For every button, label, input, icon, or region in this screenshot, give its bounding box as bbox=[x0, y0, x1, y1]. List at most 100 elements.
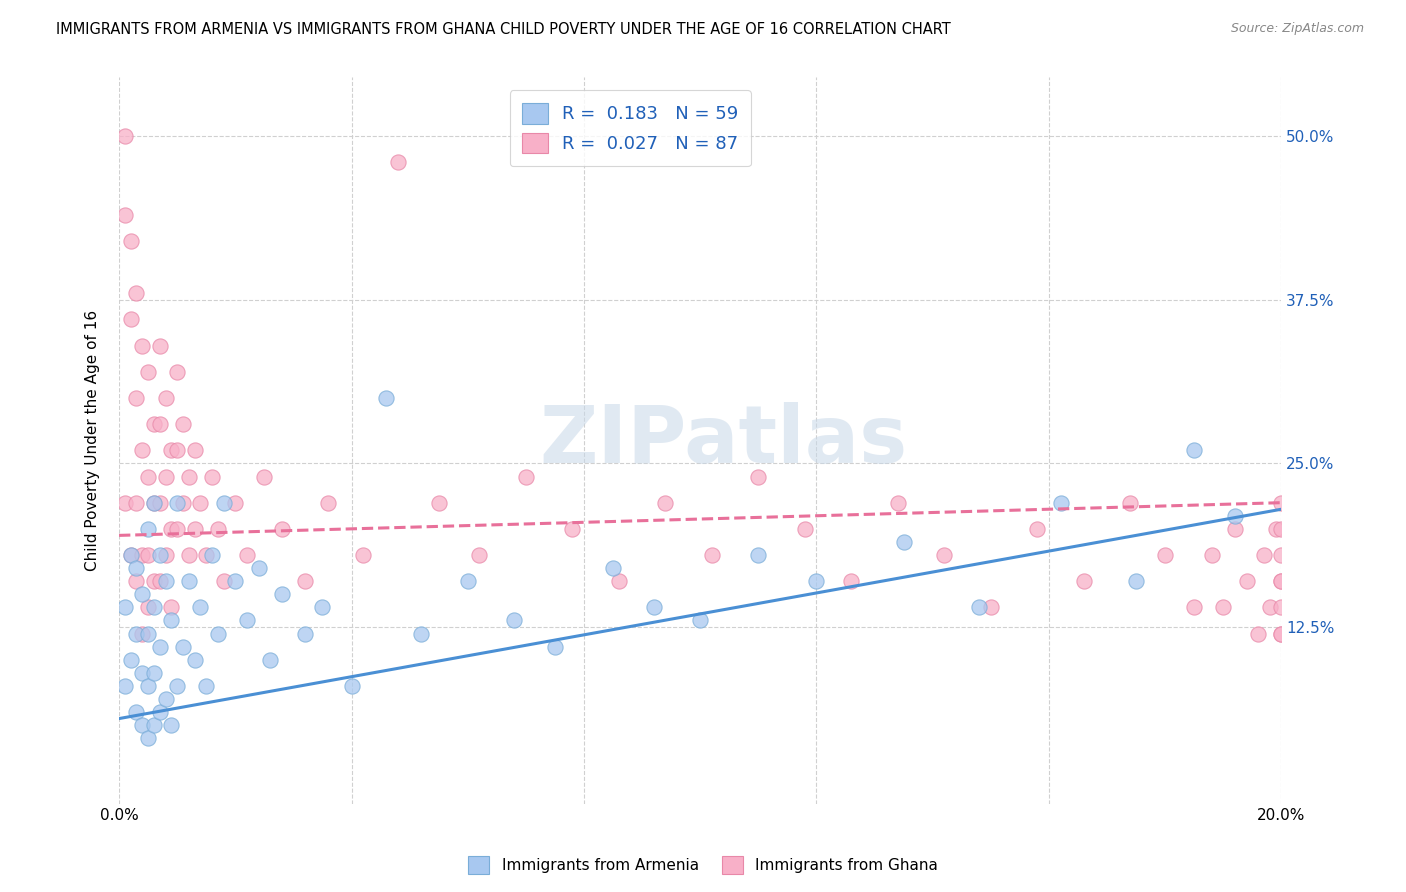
Point bbox=[142, 665, 165, 680]
Point bbox=[1119, 496, 1142, 510]
Point bbox=[155, 692, 177, 706]
Point bbox=[114, 129, 136, 144]
Point bbox=[131, 443, 153, 458]
Point bbox=[149, 339, 172, 353]
Point bbox=[131, 339, 153, 353]
Point bbox=[183, 443, 205, 458]
Point bbox=[934, 548, 956, 562]
Point bbox=[131, 665, 153, 680]
Point bbox=[136, 626, 159, 640]
Point bbox=[1236, 574, 1258, 589]
Point bbox=[1270, 548, 1292, 562]
Point bbox=[643, 600, 665, 615]
Point bbox=[136, 731, 159, 746]
Point bbox=[160, 522, 183, 536]
Point bbox=[294, 626, 316, 640]
Point bbox=[172, 640, 194, 654]
Point bbox=[503, 614, 526, 628]
Y-axis label: Child Poverty Under the Age of 16: Child Poverty Under the Age of 16 bbox=[86, 310, 100, 571]
Point bbox=[201, 469, 224, 483]
Point bbox=[747, 548, 769, 562]
Point bbox=[1154, 548, 1177, 562]
Point bbox=[190, 496, 212, 510]
Point bbox=[561, 522, 583, 536]
Point bbox=[294, 574, 316, 589]
Point bbox=[316, 496, 339, 510]
Point bbox=[177, 469, 200, 483]
Point bbox=[142, 600, 165, 615]
Point bbox=[793, 522, 815, 536]
Point bbox=[155, 574, 177, 589]
Point bbox=[142, 496, 165, 510]
Point bbox=[149, 417, 172, 432]
Point bbox=[311, 600, 333, 615]
Point bbox=[224, 574, 246, 589]
Point bbox=[544, 640, 567, 654]
Point bbox=[700, 548, 723, 562]
Point bbox=[155, 548, 177, 562]
Point bbox=[149, 574, 172, 589]
Point bbox=[160, 614, 183, 628]
Point bbox=[654, 496, 676, 510]
Point bbox=[887, 496, 910, 510]
Point bbox=[142, 718, 165, 732]
Point bbox=[166, 496, 188, 510]
Point bbox=[259, 653, 281, 667]
Point bbox=[142, 574, 165, 589]
Point bbox=[247, 561, 270, 575]
Point bbox=[160, 600, 183, 615]
Point bbox=[136, 365, 159, 379]
Point bbox=[125, 496, 148, 510]
Point bbox=[1270, 496, 1292, 510]
Point bbox=[270, 587, 292, 601]
Point bbox=[114, 208, 136, 222]
Point bbox=[125, 286, 148, 301]
Point bbox=[1223, 508, 1246, 523]
Point bbox=[195, 548, 218, 562]
Point bbox=[1073, 574, 1095, 589]
Point bbox=[352, 548, 374, 562]
Point bbox=[1270, 600, 1292, 615]
Point bbox=[747, 469, 769, 483]
Point bbox=[114, 600, 136, 615]
Point bbox=[120, 548, 142, 562]
Point bbox=[120, 312, 142, 326]
Point bbox=[468, 548, 491, 562]
Point bbox=[142, 417, 165, 432]
Point bbox=[207, 522, 229, 536]
Point bbox=[149, 640, 172, 654]
Point bbox=[125, 561, 148, 575]
Point bbox=[980, 600, 1002, 615]
Point bbox=[1258, 600, 1281, 615]
Point bbox=[1264, 522, 1286, 536]
Point bbox=[166, 443, 188, 458]
Point bbox=[224, 496, 246, 510]
Point bbox=[120, 653, 142, 667]
Point bbox=[131, 548, 153, 562]
Point bbox=[806, 574, 828, 589]
Point bbox=[149, 548, 172, 562]
Point bbox=[1270, 626, 1292, 640]
Point bbox=[212, 574, 235, 589]
Point bbox=[160, 443, 183, 458]
Point bbox=[136, 600, 159, 615]
Point bbox=[166, 365, 188, 379]
Point bbox=[1253, 548, 1275, 562]
Point bbox=[1201, 548, 1223, 562]
Point bbox=[201, 548, 224, 562]
Point bbox=[1125, 574, 1147, 589]
Point bbox=[387, 155, 409, 169]
Point bbox=[131, 587, 153, 601]
Point bbox=[125, 391, 148, 405]
Point bbox=[136, 548, 159, 562]
Point bbox=[183, 522, 205, 536]
Point bbox=[136, 522, 159, 536]
Point bbox=[155, 469, 177, 483]
Point bbox=[1270, 574, 1292, 589]
Point bbox=[1270, 522, 1292, 536]
Point bbox=[236, 614, 259, 628]
Point bbox=[893, 535, 915, 549]
Point bbox=[136, 469, 159, 483]
Point bbox=[131, 718, 153, 732]
Point bbox=[1212, 600, 1234, 615]
